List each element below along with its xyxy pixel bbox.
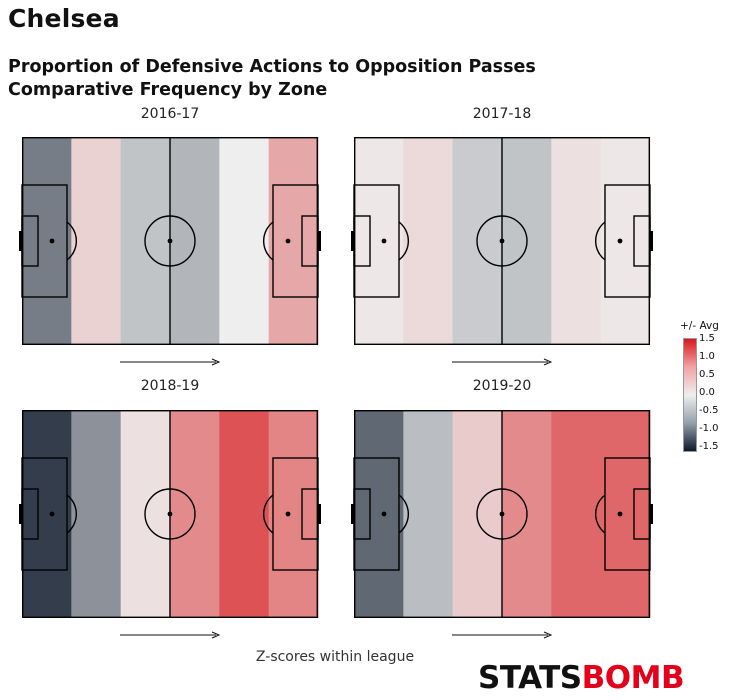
zone-cell-1 <box>354 410 404 618</box>
right-goal <box>317 231 321 251</box>
title-line-1: Proportion of Defensive Actions to Oppos… <box>8 57 536 77</box>
zone-cell-2 <box>71 410 122 618</box>
zone-cell-2 <box>71 137 122 345</box>
left-penalty-spot <box>381 238 387 244</box>
right-goal <box>317 504 321 524</box>
left-penalty-arc <box>398 221 409 261</box>
zone-cell-5 <box>551 137 602 345</box>
center-spot <box>499 238 505 244</box>
season-label-3: 2019-20 <box>472 378 532 394</box>
zone-cell-5 <box>551 410 602 618</box>
right-penalty-arc <box>263 221 274 261</box>
attack-direction-arrow-0 <box>120 351 221 366</box>
pitch-2 <box>19 409 321 619</box>
right-penalty-spot <box>617 238 623 244</box>
zone-cell-6 <box>600 137 651 345</box>
colorbar-tick: -1.0 <box>699 423 719 434</box>
right-penalty-spot <box>285 238 291 244</box>
zone-cell-1 <box>22 137 72 345</box>
pitch-svg <box>19 136 321 346</box>
attack-direction-arrow-2 <box>120 624 221 639</box>
left-penalty-spot <box>49 511 55 517</box>
left-penalty-arc <box>66 221 77 261</box>
left-goal <box>19 231 23 251</box>
right-goal <box>649 231 653 251</box>
right-penalty-spot <box>617 511 623 517</box>
pitch-svg <box>19 409 321 619</box>
team-title: Chelsea <box>8 4 120 33</box>
colorbar-tick: -1.5 <box>699 441 719 452</box>
zone-cell-1 <box>22 410 72 618</box>
right-penalty-arc <box>263 494 274 534</box>
center-circle <box>144 488 196 540</box>
pitch-0 <box>19 136 321 346</box>
zone-cell-2 <box>403 410 454 618</box>
left-penalty-spot <box>49 238 55 244</box>
zone-cell-2 <box>403 137 454 345</box>
pitch-svg <box>351 409 653 619</box>
colorbar-tick: 0.5 <box>699 369 715 380</box>
right-penalty-arc <box>595 221 606 261</box>
chart-title: Proportion of Defensive Actions to Oppos… <box>8 56 536 102</box>
zone-cell-5 <box>219 137 270 345</box>
center-circle <box>476 215 528 267</box>
right-goal <box>649 504 653 524</box>
subtitle-line: Comparative Frequency by Zone <box>8 80 328 100</box>
left-penalty-arc <box>66 494 77 534</box>
zone-cell-6 <box>268 137 319 345</box>
zone-cell-6 <box>600 410 651 618</box>
season-label-0: 2016-17 <box>140 106 200 122</box>
center-spot <box>499 511 505 517</box>
brand-part-2: BOMB <box>581 660 685 696</box>
colorbar-tick: 1.0 <box>699 351 715 362</box>
right-penalty-arc <box>595 494 606 534</box>
left-penalty-spot <box>381 511 387 517</box>
statsbomb-logo: STATSBOMB <box>478 660 685 696</box>
pitch-svg <box>351 136 653 346</box>
center-spot <box>167 238 173 244</box>
attack-direction-arrow-1 <box>452 351 553 366</box>
center-spot <box>167 511 173 517</box>
zone-cell-1 <box>354 137 404 345</box>
footer-note: Z-scores within league <box>255 649 415 665</box>
pitch-3 <box>351 409 653 619</box>
colorbar-tick: -0.5 <box>699 405 719 416</box>
left-goal <box>351 231 355 251</box>
colorbar-title: +/- Avg <box>680 320 719 332</box>
attack-direction-arrow-3 <box>452 624 553 639</box>
colorbar-tick: 1.5 <box>699 333 715 344</box>
brand-part-1: STATS <box>478 660 582 696</box>
center-circle <box>144 215 196 267</box>
center-circle <box>476 488 528 540</box>
left-penalty-arc <box>398 494 409 534</box>
zone-cell-5 <box>219 410 270 618</box>
zone-cell-6 <box>268 410 319 618</box>
left-goal <box>351 504 355 524</box>
right-penalty-spot <box>285 511 291 517</box>
pitch-1 <box>351 136 653 346</box>
season-label-1: 2017-18 <box>472 106 532 122</box>
season-label-2: 2018-19 <box>140 378 200 394</box>
colorbar <box>683 338 697 452</box>
colorbar-tick: 0.0 <box>699 387 715 398</box>
left-goal <box>19 504 23 524</box>
